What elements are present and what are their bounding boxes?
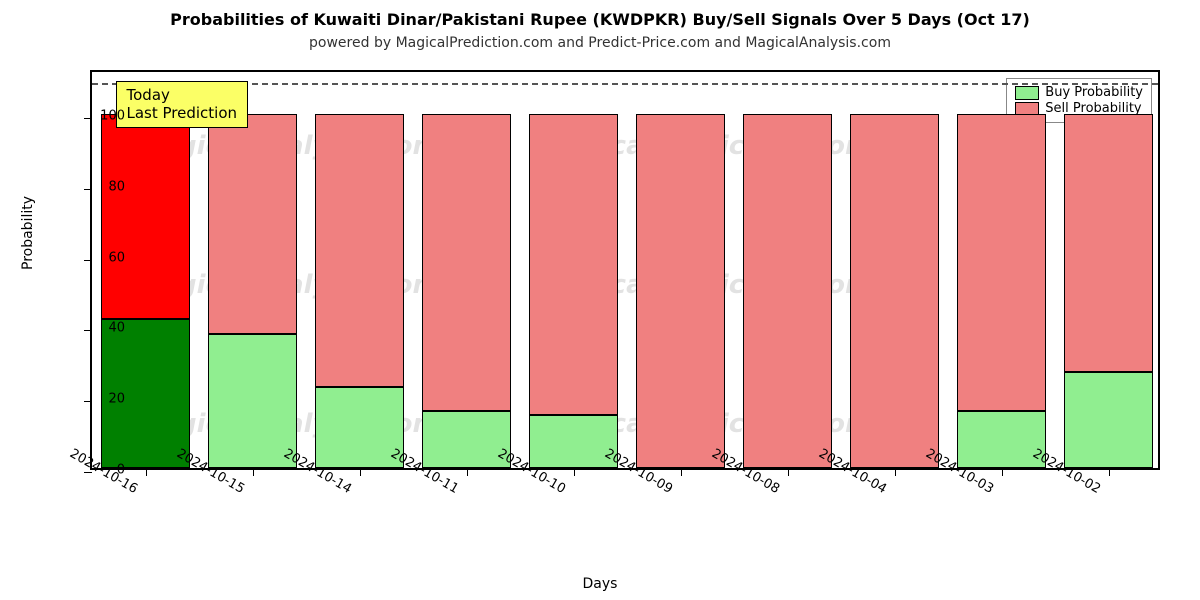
bar-group	[422, 68, 512, 468]
bar-sell	[636, 114, 726, 468]
y-tick-label: 80	[85, 179, 125, 194]
x-tick-mark	[146, 468, 147, 476]
bar-sell	[422, 114, 512, 411]
y-tick-label: 40	[85, 321, 125, 336]
bar-sell	[850, 114, 940, 468]
bar-group	[1064, 68, 1154, 468]
chart-plot-area: Buy Probability Sell Probability Magical…	[90, 70, 1160, 470]
bar-sell	[208, 114, 298, 333]
bar-buy	[1064, 372, 1154, 468]
today-line2: Last Prediction	[127, 104, 238, 123]
x-tick-mark	[1002, 468, 1003, 476]
bar-group	[636, 68, 726, 468]
x-tick-mark	[1109, 468, 1110, 476]
bar-sell	[743, 114, 833, 468]
today-annotation: TodayLast Prediction	[116, 81, 249, 129]
y-tick-label: 60	[85, 250, 125, 265]
bar-buy	[208, 334, 298, 469]
x-tick-mark	[895, 468, 896, 476]
today-line1: Today	[127, 86, 238, 105]
chart-subtitle: powered by MagicalPrediction.com and Pre…	[0, 35, 1200, 51]
bar-group	[315, 68, 405, 468]
bar-sell	[529, 114, 619, 415]
y-axis-label: Probability	[20, 196, 36, 270]
x-axis-label: Days	[0, 576, 1200, 592]
x-tick-mark	[681, 468, 682, 476]
x-tick-mark	[253, 468, 254, 476]
bar-sell	[101, 114, 191, 319]
bar-group	[957, 68, 1047, 468]
bar-sell	[957, 114, 1047, 411]
x-tick-mark	[360, 468, 361, 476]
y-tick-label: 20	[85, 392, 125, 407]
bar-sell	[1064, 114, 1154, 372]
chart-title: Probabilities of Kuwaiti Dinar/Pakistani…	[0, 10, 1200, 29]
y-tick-label: 100	[85, 109, 125, 124]
bar-group	[743, 68, 833, 468]
bar-sell	[315, 114, 405, 387]
x-tick-mark	[467, 468, 468, 476]
bar-group	[850, 68, 940, 468]
x-tick-mark	[574, 468, 575, 476]
x-tick-mark	[788, 468, 789, 476]
bar-group	[529, 68, 619, 468]
